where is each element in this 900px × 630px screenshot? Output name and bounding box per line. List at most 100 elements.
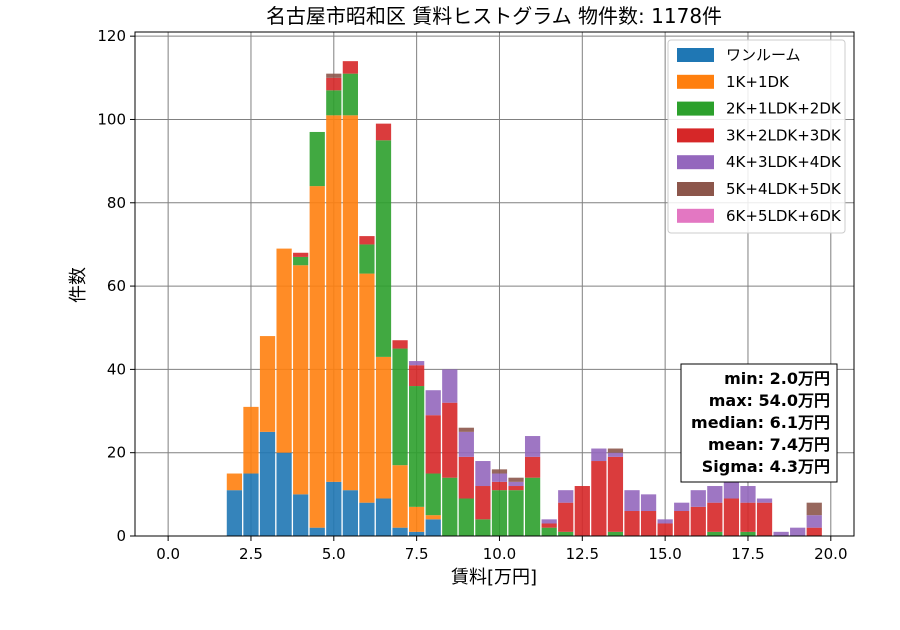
bar-segment [491,490,508,536]
plot-frame [134,31,855,537]
bar-segment [723,477,740,499]
bar-segment [740,486,756,503]
legend-swatch [677,74,714,89]
bar-segment [508,486,524,491]
bar-segment [259,336,276,432]
stats-line: Sigma: 4.3万円 [702,457,830,476]
stats-line: mean: 7.4万円 [708,435,830,454]
bar-segment [326,90,342,116]
bar-segment [359,502,375,536]
stats-line: max: 54.0万円 [709,391,830,410]
chart-title: 名古屋市昭和区 賃料ヒストグラム 物件数: 1178件 [266,4,722,28]
bar-segment [475,461,491,487]
y-tick-label: 20 [107,444,126,462]
y-axis-ticks: 0 20 40 60 80 100 120 [97,27,135,545]
bar-segment [674,511,690,536]
bar-segment [342,61,358,74]
bar-segment [309,131,325,187]
bar-segment [375,123,392,141]
bar-segment [309,186,325,528]
bar-segment [756,498,773,503]
bar-segment [276,248,292,453]
bar-segment [607,452,624,457]
bar-segment [707,502,723,532]
bar-segment [558,490,574,503]
bar-segment [541,527,557,536]
x-tick-label: 7.5 [405,545,429,563]
bar-segment [409,386,425,507]
bar-segment [607,448,624,453]
bar-segment [425,515,441,520]
bar-segment [243,406,259,474]
bar-segment [773,531,789,536]
bar-segment [508,481,524,487]
bar-segment [723,498,740,536]
bar-segment [607,531,624,536]
bar-segment [524,436,541,457]
bar-segment [309,527,325,536]
bar-segment [375,356,392,499]
bar-segment [475,486,491,520]
bar-segment [690,506,706,536]
histogram-bars [226,61,822,536]
bar-segment [806,502,822,516]
bar-segment [326,481,342,536]
bar-segment [392,348,408,466]
bar-segment [293,252,309,257]
bar-segment [508,490,524,536]
legend-label: 3K+2LDK+3DK [726,126,842,144]
bar-segment [558,502,574,532]
bar-segment [293,265,309,495]
bar-segment [293,494,309,536]
x-tick-label: 10.0 [483,545,516,563]
bar-segment [491,469,508,474]
x-tick-label: 17.5 [731,545,764,563]
bar-segment [591,461,607,536]
legend-label: 6K+5LDK+6DK [726,207,842,225]
legend-label: 1K+1DK [726,73,790,91]
bar-segment [756,502,773,536]
bar-segment [375,498,392,536]
bar-segment [392,527,408,536]
bar-segment [524,477,541,536]
stats-line: median: 6.1万円 [691,413,830,432]
bar-segment [425,390,441,416]
bar-segment [491,473,508,482]
bar-segment [541,519,557,524]
bar-segment [806,527,822,536]
y-tick-label: 120 [97,27,126,45]
stats-box-frame [680,363,838,483]
bar-segment [790,527,806,536]
bar-segment [409,506,425,532]
bar-segment [243,473,259,536]
bar-segment [574,486,590,536]
bar-segment [624,490,640,512]
legend-swatch [677,128,714,143]
bar-segment [657,519,673,524]
stats-box: min: 2.0万円 max: 54.0万円 median: 6.1万円 mean: … [680,363,838,483]
bar-segment [409,531,425,536]
bar-segment [392,465,408,528]
y-tick-label: 60 [107,277,126,295]
bar-segment [458,431,474,457]
legend-swatch [677,208,714,223]
bar-segment [375,140,392,357]
bar-segment [707,486,723,503]
y-axis-title: 件数 [68,267,89,303]
bar-segment [640,511,657,536]
bar-segment [442,369,458,403]
bar-segment [591,448,607,462]
bar-segment [409,365,425,387]
bar-segment [607,456,624,532]
legend-swatch [677,101,714,116]
bar-segment [226,473,243,491]
bar-segment [806,515,822,528]
bar-segment [508,477,524,482]
bar-segment [359,273,375,503]
stats-line: min: 2.0万円 [724,369,830,388]
bar-segment [359,236,375,245]
x-tick-label: 2.5 [239,545,263,563]
bar-segment [359,244,375,274]
legend: ワンルーム 1K+1DK 2K+1LDK+2DK 3K+2LDK+3DK 4K+3LDK… [667,39,846,234]
legend-label: 5K+4LDK+5DK [726,180,842,198]
